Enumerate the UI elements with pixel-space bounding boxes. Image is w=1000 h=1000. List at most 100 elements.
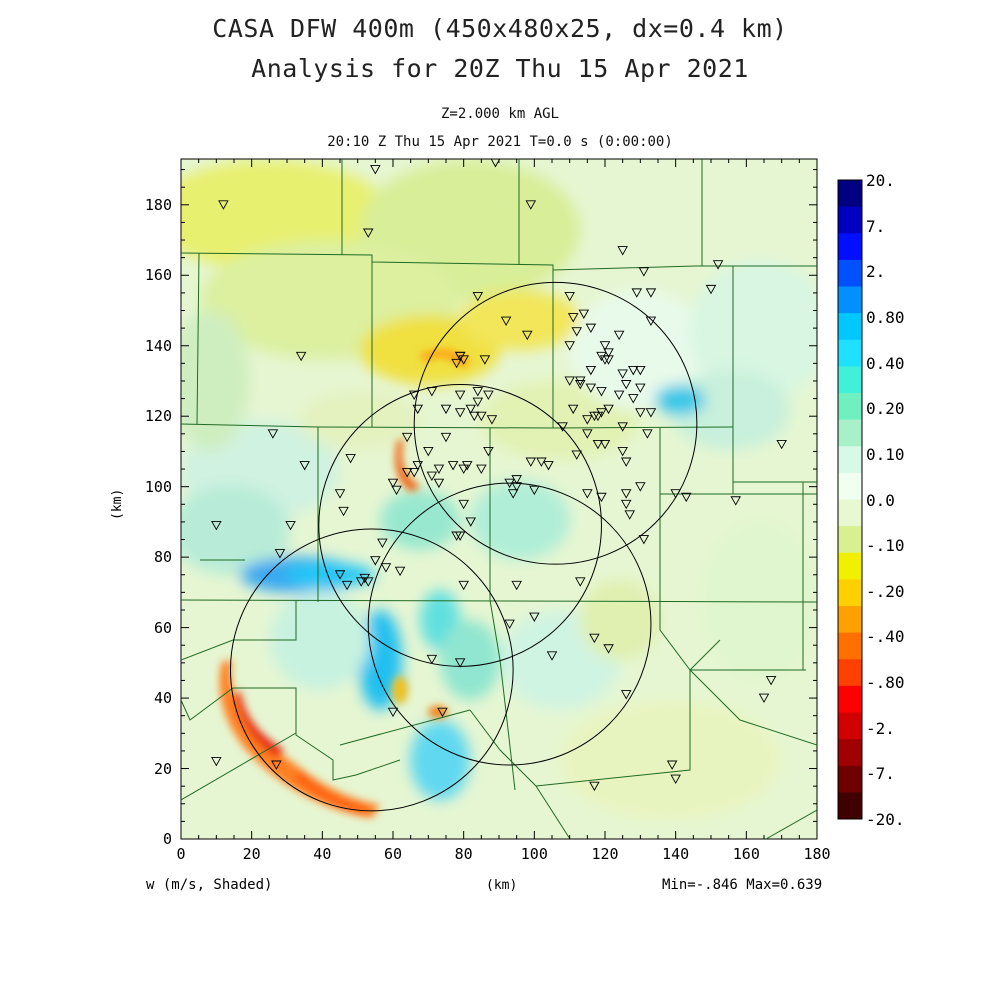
colorbar-swatch (838, 739, 862, 767)
station-marker-icon (596, 408, 607, 418)
station-marker-icon (465, 517, 477, 527)
station-marker-icon (574, 380, 586, 390)
radar-range-circle (229, 528, 514, 812)
station-marker-icon (613, 390, 625, 400)
min-max-label: Min=-.846 Max=0.639 (662, 877, 823, 893)
station-marker-icon (500, 316, 512, 326)
colorbar-swatch (838, 366, 862, 394)
colorbar-swatch (838, 206, 862, 234)
x-tick-label: 20 (242, 845, 261, 863)
station-marker-icon (355, 577, 367, 587)
station-marker-icon (589, 411, 600, 422)
station-marker-icon (599, 341, 611, 351)
station-marker-icon (440, 404, 452, 415)
station-marker-icon (603, 404, 614, 415)
colorbar-label: -.80 (866, 673, 905, 693)
y-tick-label: 180 (144, 195, 172, 214)
station-marker-icon (599, 439, 611, 450)
colorbar-swatch (838, 606, 862, 634)
x-tick-label: 80 (454, 845, 473, 863)
station-marker-icon (599, 355, 611, 365)
station-marker-icon (458, 355, 469, 365)
station-marker-icon (585, 365, 597, 376)
station-marker-icon (596, 387, 607, 397)
station-marker-icon (578, 309, 590, 319)
station-marker-icon (596, 351, 607, 362)
station-marker-icon (511, 475, 522, 485)
colorbar-label: 7. (866, 216, 886, 236)
station-marker-icon (486, 415, 498, 425)
colorbar-swatch (838, 632, 862, 660)
colorbar-swatch (838, 339, 862, 367)
station-marker-icon (345, 454, 356, 464)
station-marker-icon (271, 760, 282, 770)
x-axis-label: (km) (486, 878, 518, 893)
y-tick-label: 40 (153, 689, 172, 708)
station-marker-icon (285, 520, 296, 531)
station-marker-icon (645, 316, 657, 326)
station-marker-icon (617, 422, 628, 432)
station-marker-icon (642, 429, 653, 439)
station-marker-icon (613, 330, 625, 341)
colorbar-label: -.40 (866, 627, 905, 647)
station-marker-icon (490, 159, 501, 168)
colorbar-swatch (838, 259, 862, 287)
station-marker-icon (582, 415, 593, 425)
station-marker-icon (564, 291, 575, 302)
plot-title-line1: CASA DFW 400m (450x480x25, dx=0.4 km) (212, 14, 788, 43)
station-marker-icon (440, 432, 452, 443)
station-marker-icon (571, 327, 583, 337)
station-marker-icon (511, 580, 522, 591)
colorbar-swatch (838, 499, 862, 527)
plot-title-line2: Analysis for 20Z Thu 15 Apr 2021 (251, 54, 749, 83)
colorbar-label: 0.10 (866, 444, 905, 464)
station-marker-icon (666, 760, 678, 770)
station-marker-icon (635, 365, 646, 376)
x-tick-label: 140 (662, 845, 690, 863)
station-marker-icon (670, 489, 681, 499)
station-marker-icon (299, 461, 310, 471)
station-marker-icon (334, 570, 346, 580)
station-marker-icon (391, 485, 402, 496)
y-tick-label: 160 (144, 266, 172, 285)
station-marker-icon (758, 693, 770, 703)
station-marker-icon (585, 383, 597, 393)
colorbar-label: -20. (866, 810, 905, 829)
station-marker-icon (589, 633, 600, 644)
station-marker-icon (592, 439, 604, 450)
station-marker-icon (645, 408, 657, 418)
y-tick-label: 80 (153, 548, 172, 567)
station-marker-icon (536, 457, 547, 467)
colorbar-label: -7. (866, 764, 895, 784)
station-marker-icon (504, 619, 515, 629)
station-marker-icon (334, 489, 346, 499)
station-marker-icon (454, 408, 466, 418)
station-marker-icon (468, 411, 480, 422)
colorbar-swatch (838, 765, 862, 793)
station-marker-icon (525, 200, 537, 210)
y-axis-label: (km) (110, 488, 125, 520)
station-marker-icon (433, 464, 445, 474)
station-marker-icon (670, 774, 681, 785)
radar-range-circle (413, 281, 698, 565)
station-marker-icon (338, 506, 349, 517)
station-marker-icon (401, 432, 413, 443)
field-label: w (m/s, Shaded) (146, 877, 273, 893)
station-marker-icon (638, 535, 650, 545)
colorbar-label: 0.0 (866, 490, 895, 510)
colorbar-label: -2. (866, 718, 895, 738)
station-marker-icon (211, 520, 222, 531)
colorbar-label: 0.40 (866, 353, 905, 373)
station-marker-icon (483, 446, 494, 457)
station-marker-icon (525, 457, 537, 467)
station-marker-icon (680, 492, 692, 503)
colorbar-swatch (838, 419, 862, 447)
station-marker-icon (451, 531, 462, 541)
station-marker-icon (603, 644, 614, 654)
station-marker-icon (546, 651, 558, 661)
colorbar-swatch (838, 792, 862, 820)
station-marker-icon (624, 510, 636, 520)
station-marker-icon (341, 580, 353, 591)
station-marker-icon (504, 478, 515, 489)
station-marker-icon (627, 394, 639, 404)
